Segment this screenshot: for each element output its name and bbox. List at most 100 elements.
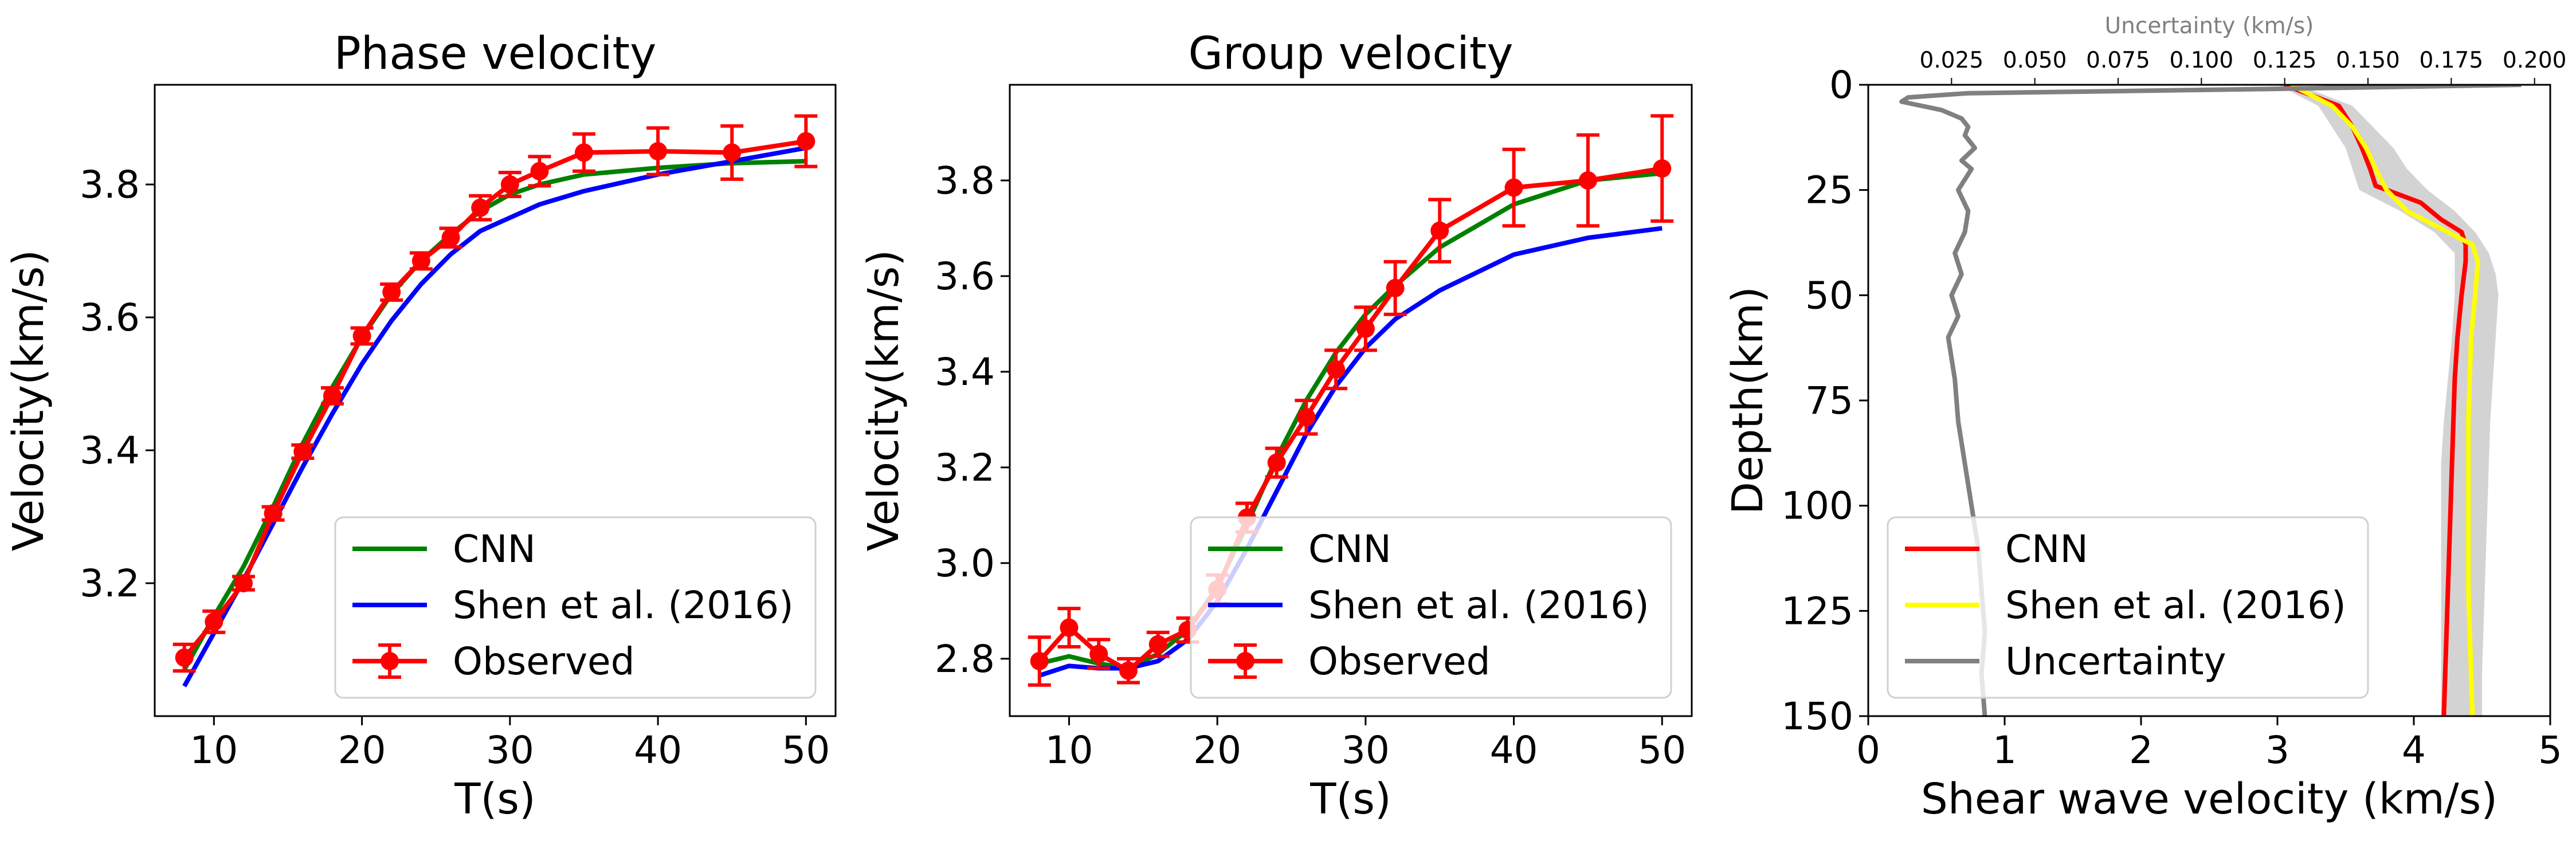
x-tick-label: 5 — [2538, 728, 2562, 772]
y-tick-label: 3.8 — [80, 163, 140, 207]
plot-frame — [1009, 84, 1693, 717]
legend-label: Shen et al. (2016) — [2005, 583, 2346, 627]
data-point — [530, 162, 549, 180]
y-tick-label: 2.8 — [935, 637, 995, 681]
data-point — [293, 442, 312, 461]
x-tick-label: 2 — [2129, 728, 2153, 772]
x-tick-label: 3 — [2265, 728, 2289, 772]
data-point — [411, 251, 430, 270]
y-tick-label: 3.6 — [80, 296, 140, 340]
data-point — [723, 143, 742, 162]
top-x-tick-label: 0.075 — [2086, 48, 2150, 73]
x-tick-label: 40 — [634, 728, 682, 772]
legend-marker — [1236, 652, 1254, 670]
y-tick-label: 0 — [1829, 63, 1853, 107]
data-point — [1060, 618, 1079, 637]
data-point — [352, 327, 371, 345]
x-axis-label: T(s) — [454, 775, 536, 824]
data-point — [205, 612, 224, 631]
data-point — [264, 504, 283, 523]
data-point — [1030, 651, 1049, 670]
top-x-tick-label: 0.025 — [1920, 48, 1984, 73]
plot-area — [172, 114, 818, 687]
x-tick-label: 50 — [782, 728, 830, 772]
top-x-tick-label: 0.125 — [2253, 48, 2317, 73]
y-tick-label: 3.2 — [935, 446, 995, 490]
plot-area — [1899, 85, 2522, 716]
data-point — [1653, 159, 1672, 178]
legend: CNN Shen et al. (2016) Observed — [334, 516, 817, 699]
legend: CNN Shen et al. (2016) Observed — [1190, 516, 1672, 699]
series-line-shen-et-al-2016- — [1038, 226, 1663, 678]
chart-title: Phase velocity — [334, 28, 657, 80]
y-tick-label: 3.4 — [80, 429, 140, 473]
data-point — [441, 228, 460, 247]
y-tick-label: 125 — [1781, 589, 1853, 633]
x-tick-label: 50 — [1638, 728, 1686, 772]
legend-box — [1887, 516, 2369, 699]
top-x-tick-label: 0.100 — [2170, 48, 2234, 73]
y-tick-label: 75 — [1805, 379, 1853, 423]
series-line-cnn — [2283, 85, 2468, 716]
legend: CNN Shen et al. (2016) Uncertainty — [1887, 516, 2369, 699]
legend-label: CNN — [2005, 527, 2088, 571]
data-point — [1119, 661, 1138, 680]
data-point — [500, 175, 519, 194]
data-point — [1327, 360, 1346, 379]
legend-label: Shen et al. (2016) — [1308, 583, 1649, 627]
top-x-tick-label: 0.150 — [2336, 48, 2400, 73]
x-tick-label: 4 — [2402, 728, 2426, 772]
x-tick-label: 30 — [1342, 728, 1390, 772]
x-tick-label: 20 — [1193, 728, 1241, 772]
y-tick-label: 3.4 — [935, 350, 995, 394]
chart-title: Group velocity — [1188, 28, 1513, 80]
y-axis-label: Depth(km) — [1723, 286, 1773, 514]
legend-label: Observed — [453, 639, 635, 683]
y-axis-label: Velocity(km/s) — [4, 250, 53, 551]
data-point — [471, 198, 490, 217]
data-point — [649, 142, 668, 160]
y-tick-label: 50 — [1805, 273, 1853, 317]
legend-label: Observed — [1308, 639, 1491, 683]
data-point — [797, 132, 815, 151]
x-tick-label: 30 — [486, 728, 534, 772]
y-tick-label: 150 — [1781, 694, 1853, 738]
x-tick-label: 20 — [338, 728, 386, 772]
data-point — [1504, 178, 1523, 197]
data-point — [234, 574, 253, 592]
legend-label: CNN — [453, 527, 536, 571]
y-tick-label: 25 — [1805, 168, 1853, 213]
phase-velocity-panel: Phase velocity 10 20 30 40 50 3.2 3.4 3.6 3.8 T(s)… — [4, 28, 837, 824]
top-x-tick-label: 0.200 — [2503, 48, 2567, 73]
legend-label: Uncertainty — [2005, 639, 2226, 683]
y-tick-label: 3.2 — [80, 561, 140, 606]
legend-marker — [381, 652, 399, 670]
data-point — [1267, 453, 1286, 472]
x-tick-label: 1 — [1993, 728, 2017, 772]
data-point — [1356, 319, 1375, 338]
data-point — [1578, 171, 1597, 190]
data-point — [574, 143, 593, 162]
y-tick-label: 3.8 — [935, 159, 995, 203]
series-line-uncertainty — [1899, 85, 2522, 716]
x-axis-label: T(s) — [1309, 775, 1391, 824]
y-tick-label: 100 — [1781, 484, 1853, 528]
x-tick-label: 10 — [1045, 728, 1093, 772]
legend-box — [1190, 516, 1672, 699]
data-point — [1386, 278, 1405, 297]
series-line-shen-et-al-2016- — [2289, 85, 2480, 716]
top-x-axis-label: Uncertainty (km/s) — [2105, 13, 2314, 39]
y-tick-label: 3.0 — [935, 541, 995, 585]
y-tick-label: 3.6 — [935, 254, 995, 298]
legend-label: CNN — [1308, 527, 1391, 571]
uncertainty-band — [2277, 85, 2499, 716]
legend-label: Shen et al. (2016) — [453, 583, 794, 627]
data-point — [175, 648, 194, 667]
data-point — [1430, 221, 1449, 240]
x-tick-label: 10 — [190, 728, 238, 772]
x-tick-label: 40 — [1490, 728, 1538, 772]
data-point — [323, 386, 342, 405]
legend-box — [334, 516, 817, 699]
data-point — [382, 282, 401, 301]
